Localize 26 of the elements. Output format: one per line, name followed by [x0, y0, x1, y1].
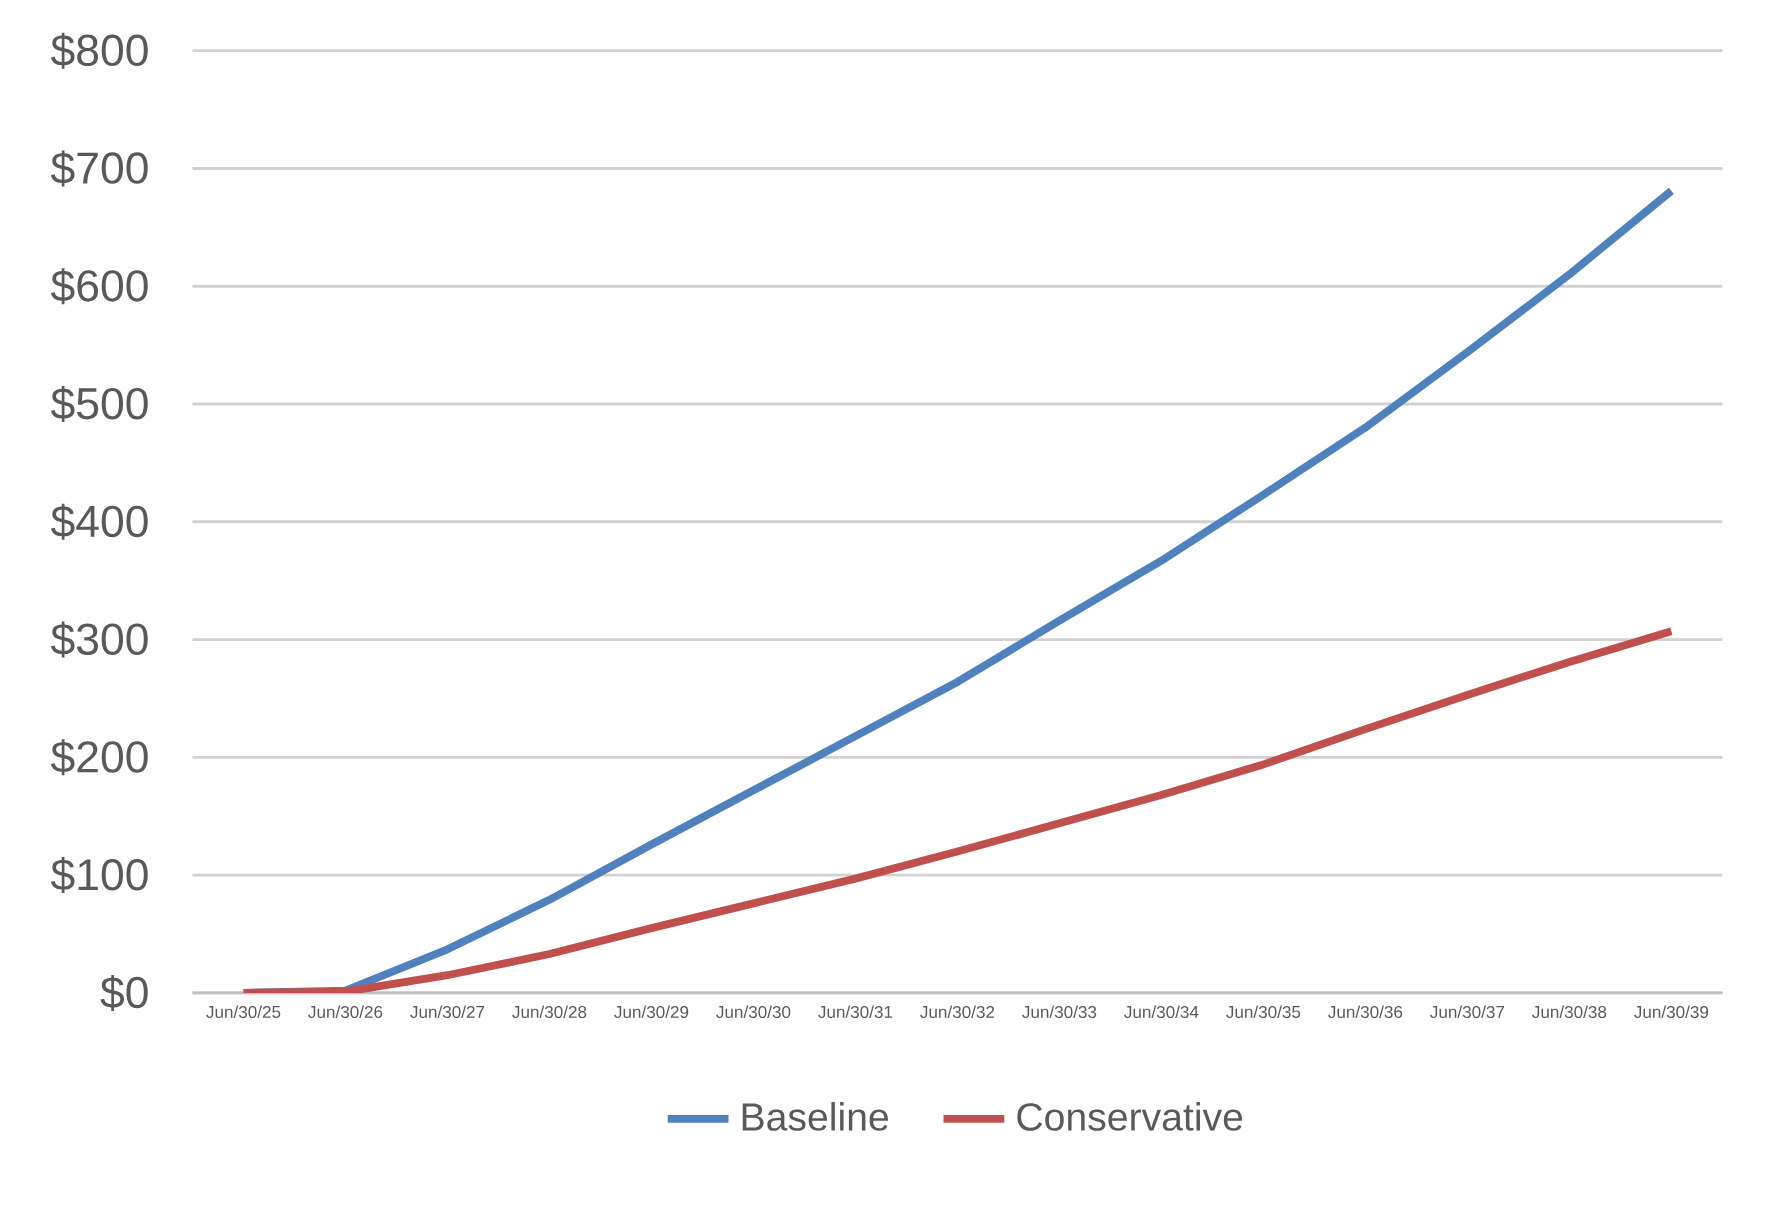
x-tick-label: Jun/30/37 [1430, 1005, 1505, 1019]
x-tick-label: Jun/30/34 [1124, 1005, 1199, 1019]
x-tick-label: Jun/30/30 [716, 1005, 791, 1019]
y-tick-label: $100 [51, 857, 148, 894]
x-tick-label: Jun/30/25 [206, 1005, 281, 1019]
y-tick-label: $0 [100, 974, 148, 1012]
x-tick-label: Jun/30/27 [410, 1005, 485, 1019]
x-tick-label: Jun/30/29 [614, 1005, 689, 1019]
y-tick-label: $300 [51, 621, 148, 658]
x-tick-label: Jun/30/36 [1328, 1005, 1403, 1019]
x-tick-label: Jun/30/39 [1634, 1005, 1709, 1019]
x-tick-label: Jun/30/31 [818, 1005, 893, 1019]
legend-label: Conservative [1017, 1102, 1243, 1131]
x-tick-label: Jun/30/32 [920, 1005, 995, 1019]
x-tick-label: Jun/30/38 [1532, 1005, 1607, 1019]
y-tick-label: $200 [51, 739, 148, 776]
y-tick-label: $800 [51, 32, 148, 69]
x-tick-label: Jun/30/35 [1226, 1005, 1301, 1019]
x-tick-label: Jun/30/28 [512, 1005, 587, 1019]
x-tick-label: Jun/30/33 [1022, 1005, 1097, 1019]
legend-label: Baseline [742, 1102, 888, 1131]
x-tick-label: Jun/30/26 [308, 1005, 383, 1019]
y-tick-label: $700 [51, 150, 148, 187]
y-tick-label: $600 [51, 268, 148, 305]
y-tick-label: $400 [51, 503, 148, 540]
y-tick-label: $500 [51, 386, 148, 423]
